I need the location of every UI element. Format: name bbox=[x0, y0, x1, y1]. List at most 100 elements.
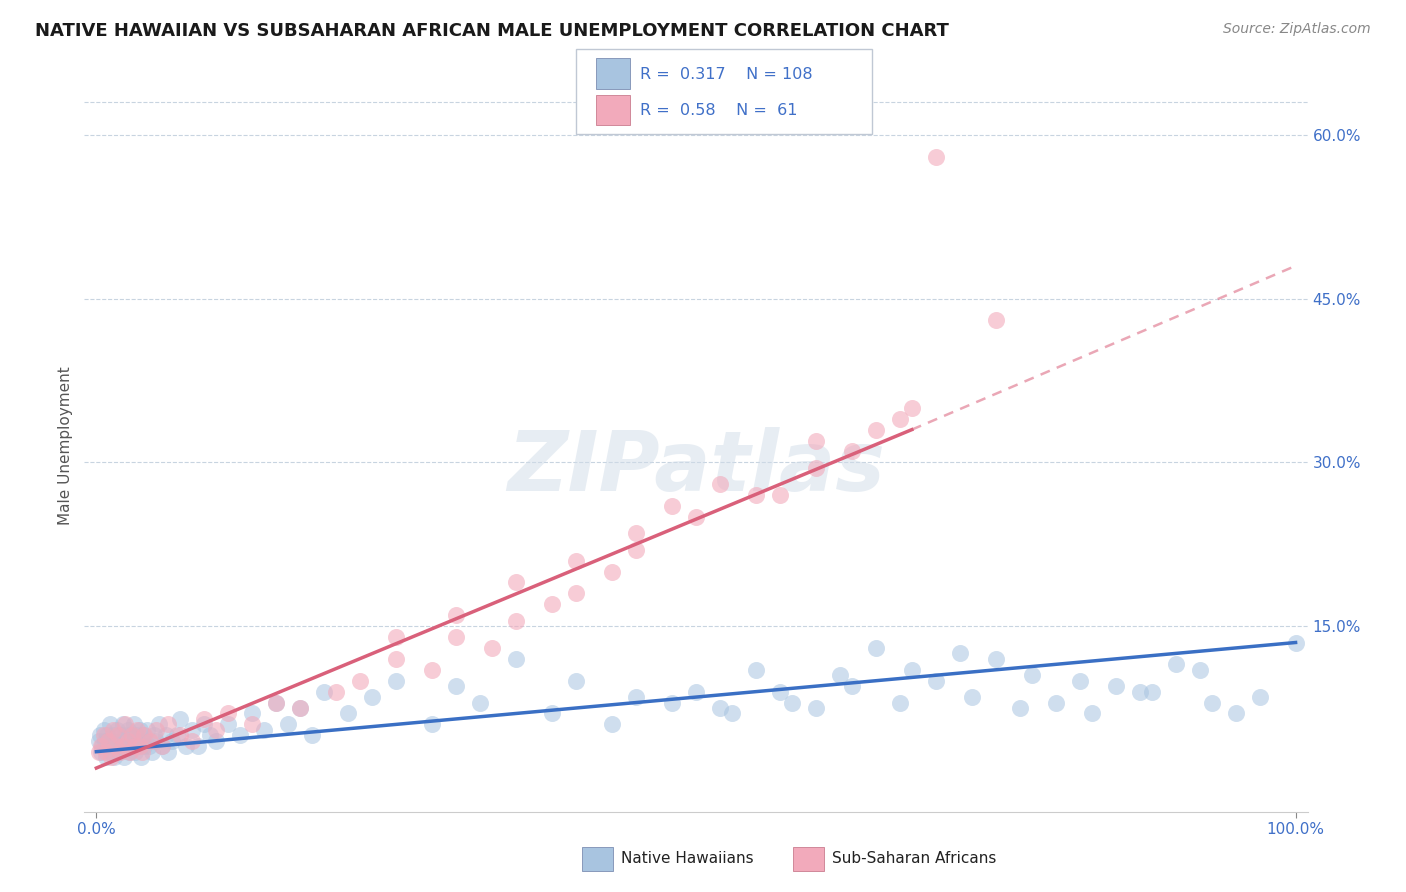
Point bbox=[1164, 657, 1187, 672]
Point bbox=[721, 706, 744, 721]
Point bbox=[132, 728, 155, 742]
Point bbox=[200, 728, 222, 742]
Point bbox=[107, 728, 129, 742]
Point bbox=[118, 745, 141, 759]
Point bbox=[169, 728, 191, 742]
Point bbox=[901, 401, 924, 415]
Point bbox=[505, 652, 527, 666]
Point bbox=[93, 723, 115, 737]
Point bbox=[145, 723, 167, 737]
Point bbox=[444, 608, 467, 623]
Point bbox=[984, 313, 1007, 327]
Point bbox=[444, 630, 467, 644]
Point bbox=[889, 696, 911, 710]
Point bbox=[290, 701, 312, 715]
Point bbox=[131, 733, 153, 747]
Point bbox=[361, 690, 384, 704]
Point bbox=[128, 723, 150, 737]
Point bbox=[385, 652, 408, 666]
Point bbox=[103, 750, 125, 764]
Point bbox=[181, 723, 204, 737]
Point bbox=[841, 679, 863, 693]
Point bbox=[889, 411, 911, 425]
Point bbox=[769, 488, 792, 502]
Point bbox=[155, 728, 177, 742]
Point bbox=[150, 739, 173, 754]
Point bbox=[100, 745, 122, 759]
Point bbox=[93, 728, 115, 742]
Point bbox=[94, 745, 117, 759]
Point bbox=[138, 739, 160, 754]
Point bbox=[121, 733, 143, 747]
Point bbox=[139, 733, 162, 747]
Point bbox=[157, 717, 180, 731]
Point bbox=[565, 673, 588, 688]
Point bbox=[349, 673, 371, 688]
Point bbox=[91, 739, 114, 754]
Point bbox=[1105, 679, 1128, 693]
Point bbox=[135, 723, 157, 737]
Point bbox=[385, 630, 408, 644]
Point bbox=[240, 706, 263, 721]
Point bbox=[118, 745, 141, 759]
Point bbox=[804, 460, 827, 475]
Point bbox=[217, 717, 239, 731]
Point bbox=[600, 717, 623, 731]
Point bbox=[565, 554, 588, 568]
Point bbox=[134, 728, 156, 742]
Point bbox=[205, 733, 228, 747]
Point bbox=[97, 739, 120, 754]
Point bbox=[129, 750, 152, 764]
Point bbox=[1249, 690, 1271, 704]
Point bbox=[104, 739, 127, 754]
Text: Sub-Saharan Africans: Sub-Saharan Africans bbox=[832, 851, 997, 865]
Point bbox=[780, 696, 803, 710]
Point bbox=[865, 423, 887, 437]
Point bbox=[325, 684, 347, 698]
Point bbox=[101, 728, 124, 742]
Point bbox=[1021, 668, 1043, 682]
Point bbox=[600, 565, 623, 579]
Point bbox=[90, 745, 112, 759]
Point bbox=[337, 706, 360, 721]
Point bbox=[828, 668, 851, 682]
Y-axis label: Male Unemployment: Male Unemployment bbox=[58, 367, 73, 525]
Point bbox=[141, 745, 163, 759]
Point bbox=[193, 717, 215, 731]
Point bbox=[110, 728, 132, 742]
Point bbox=[101, 733, 124, 747]
Point bbox=[87, 733, 110, 747]
Point bbox=[104, 739, 127, 754]
Point bbox=[541, 706, 564, 721]
Point bbox=[1188, 663, 1211, 677]
Point bbox=[264, 696, 287, 710]
Point bbox=[108, 745, 131, 759]
Point bbox=[420, 663, 443, 677]
Point bbox=[661, 696, 683, 710]
Text: NATIVE HAWAIIAN VS SUBSAHARAN AFRICAN MALE UNEMPLOYMENT CORRELATION CHART: NATIVE HAWAIIAN VS SUBSAHARAN AFRICAN MA… bbox=[35, 22, 949, 40]
Point bbox=[127, 723, 149, 737]
Point bbox=[100, 750, 122, 764]
Point bbox=[505, 614, 527, 628]
Point bbox=[1008, 701, 1031, 715]
Point bbox=[131, 745, 153, 759]
Point bbox=[114, 728, 136, 742]
Point bbox=[1080, 706, 1102, 721]
Point bbox=[166, 728, 188, 742]
Point bbox=[148, 717, 170, 731]
Point bbox=[1201, 696, 1223, 710]
Point bbox=[169, 712, 191, 726]
Point bbox=[709, 701, 731, 715]
Point bbox=[960, 690, 983, 704]
Point bbox=[541, 597, 564, 611]
Point bbox=[301, 728, 323, 742]
Point bbox=[101, 723, 124, 737]
Point bbox=[240, 717, 263, 731]
Point bbox=[925, 673, 948, 688]
Text: R =  0.58    N =  61: R = 0.58 N = 61 bbox=[640, 103, 797, 119]
Point bbox=[187, 739, 209, 754]
Point bbox=[865, 640, 887, 655]
Text: Native Hawaiians: Native Hawaiians bbox=[621, 851, 754, 865]
Point bbox=[804, 701, 827, 715]
Point bbox=[949, 647, 972, 661]
